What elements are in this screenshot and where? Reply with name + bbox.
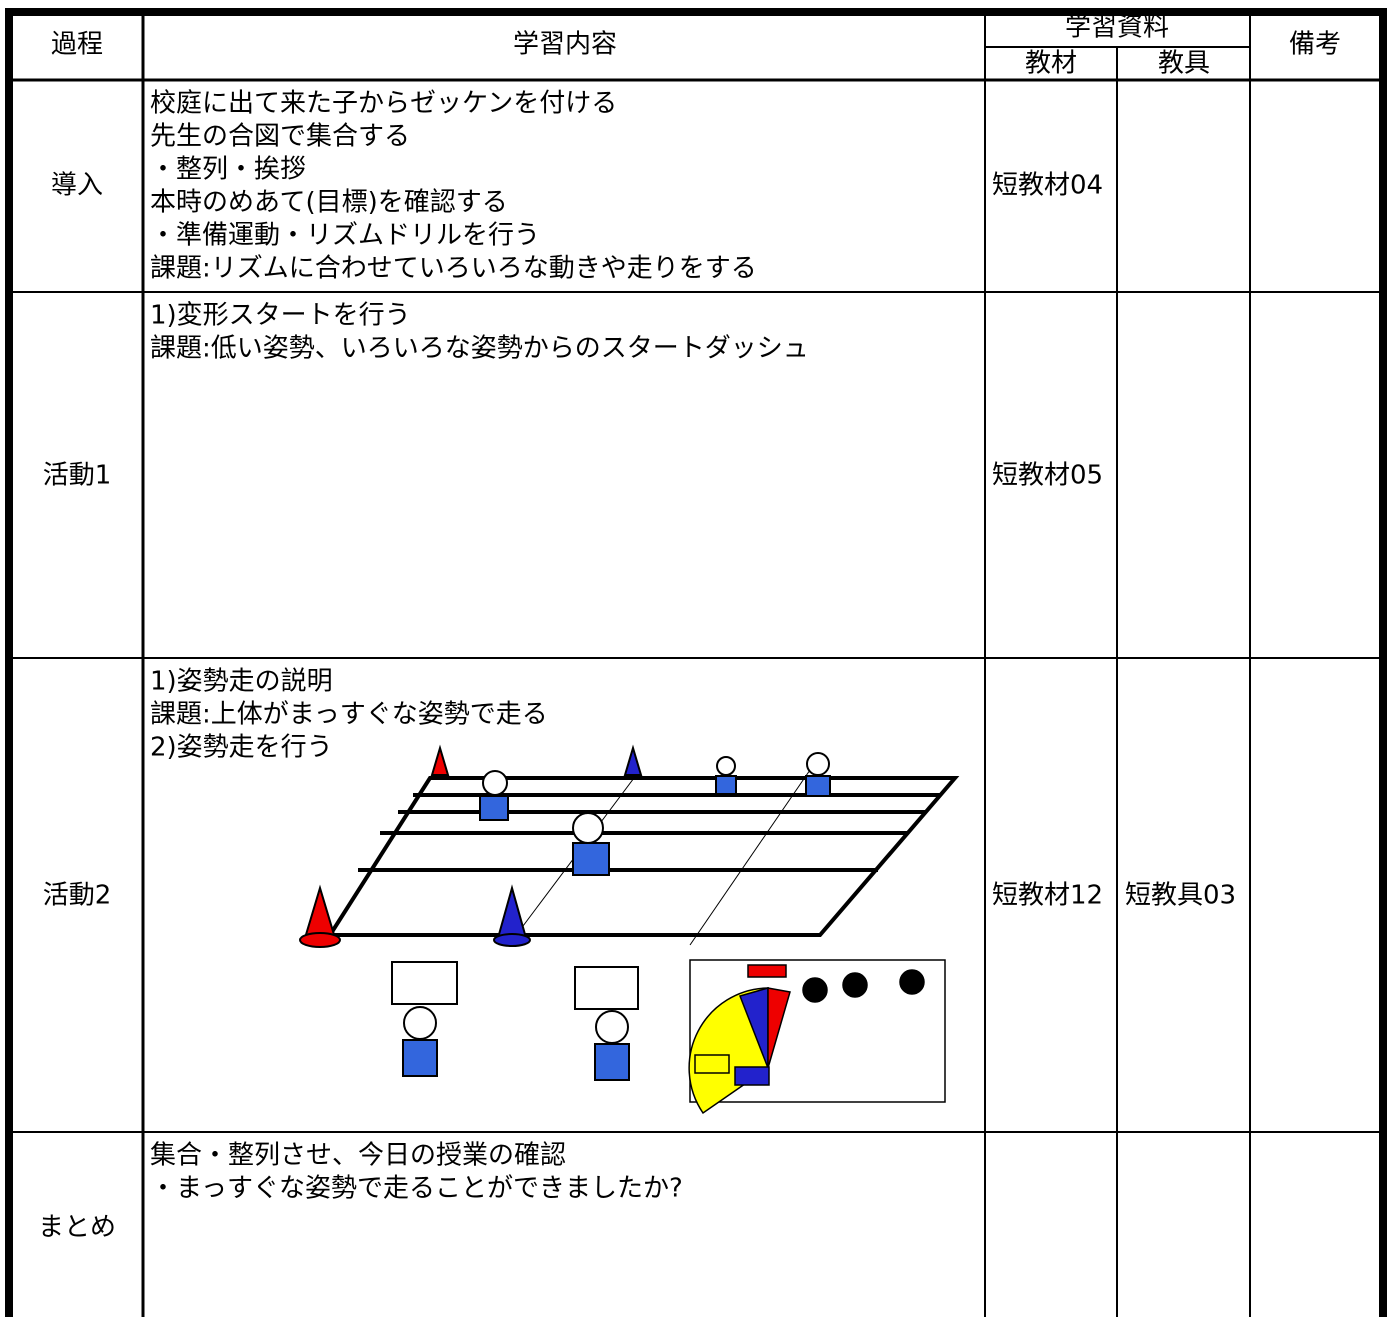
process-label: 導入	[51, 171, 103, 201]
content-line: 集合・整列させ、今日の授業の確認	[150, 1141, 566, 1171]
track-illustration	[326, 769, 960, 946]
cones	[299, 744, 643, 948]
content-line: 本時のめあて(目標)を確認する	[150, 188, 508, 218]
process-label: まとめ	[38, 1213, 116, 1243]
process-label: 活動1	[43, 461, 112, 491]
content-line: ・準備運動・リズムドリルを行う	[150, 221, 540, 251]
signal-board	[688, 959, 946, 1115]
header-process: 過程	[51, 30, 103, 60]
kyogu-cell: 短教具03	[1125, 881, 1236, 911]
header-kyogu: 教具	[1158, 49, 1210, 79]
content-line: 先生の合図で集合する	[150, 122, 410, 152]
header-content: 学習内容	[513, 30, 617, 60]
content-line: 2)姿勢走を行う	[150, 733, 333, 763]
table-grid	[5, 8, 1387, 1317]
kyozai-cell: 短教材04	[992, 171, 1103, 201]
header-materials: 学習資料	[1065, 13, 1169, 43]
content-line: ・整列・挨拶	[150, 155, 306, 185]
content-line: 課題:低い姿勢、いろいろな姿勢からのスタートダッシュ	[150, 334, 809, 364]
content-line: ・まっすぐな姿勢で走ることができましたか?	[150, 1174, 683, 1204]
header-kyozai: 教材	[1025, 49, 1077, 79]
content-line: 1)姿勢走の説明	[150, 667, 333, 697]
content-line: 課題:上体がまっすぐな姿勢で走る	[150, 700, 548, 730]
content-line: 課題:リズムに合わせていろいろな動きや走りをする	[150, 254, 757, 284]
kyozai-cell: 短教材12	[992, 881, 1103, 911]
content-line: 1)変形スタートを行う	[150, 301, 411, 331]
content-line: 校庭に出て来た子からゼッケンを付ける	[150, 89, 617, 119]
process-label: 活動2	[43, 881, 112, 911]
runners	[391, 752, 831, 1081]
kyozai-cell: 短教材05	[992, 461, 1103, 491]
header-notes: 備考	[1289, 30, 1341, 60]
